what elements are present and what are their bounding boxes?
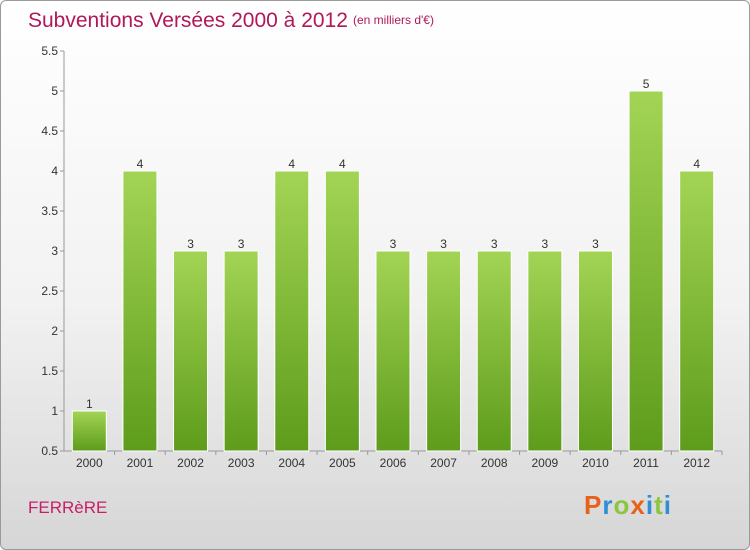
- x-tick-label: 2011: [633, 456, 659, 470]
- bar: [173, 250, 209, 452]
- x-tick-label: 2009: [531, 456, 558, 470]
- x-tick-label: 2001: [127, 456, 154, 470]
- data-label: 3: [390, 237, 397, 251]
- data-label: 3: [187, 237, 194, 251]
- data-label: 4: [137, 157, 144, 171]
- bar: [628, 90, 664, 452]
- bar: [324, 170, 360, 452]
- x-tick-label: 2012: [683, 456, 710, 470]
- x-tick-label: 2005: [329, 456, 356, 470]
- x-tick-label: 2003: [228, 456, 255, 470]
- y-tick-label: 3.5: [41, 204, 58, 218]
- y-tick-label: 1: [51, 404, 58, 418]
- logo-letter: t: [654, 490, 664, 520]
- y-tick-label: 0.5: [41, 444, 58, 458]
- bar: [122, 170, 158, 452]
- y-tick-label: 3: [51, 244, 58, 258]
- bar: [426, 250, 462, 452]
- y-tick-label: 2: [51, 324, 58, 338]
- logo-letter: i: [663, 490, 672, 520]
- data-label: 5: [643, 77, 650, 91]
- data-label: 4: [693, 157, 700, 171]
- bar: [679, 170, 715, 452]
- data-label: 3: [440, 237, 447, 251]
- commune-name: FERRèRE: [28, 498, 108, 517]
- data-label: 3: [491, 237, 498, 251]
- data-label: 4: [339, 157, 346, 171]
- bar: [274, 170, 310, 452]
- logo-letter: r: [602, 490, 614, 520]
- y-tick-label: 5: [51, 84, 58, 98]
- logo-letter: i: [645, 490, 655, 520]
- chart-subtitle: (en milliers d'€): [353, 13, 434, 27]
- y-tick-label: 4: [51, 164, 58, 178]
- proxiti-logo[interactable]: Proxiti: [584, 490, 672, 521]
- bar: [577, 250, 613, 452]
- y-tick-label: 4.5: [41, 124, 58, 138]
- bar: [71, 410, 107, 452]
- y-tick-label: 1.5: [41, 364, 58, 378]
- data-label: 1: [86, 397, 93, 411]
- x-tick-label: 2010: [582, 456, 609, 470]
- x-tick-label: 2008: [481, 456, 508, 470]
- data-label: 3: [592, 237, 599, 251]
- logo-letter: o: [613, 490, 631, 520]
- x-tick-label: 2007: [430, 456, 457, 470]
- bar: [476, 250, 512, 452]
- x-tick-label: 2004: [278, 456, 305, 470]
- bar: [375, 250, 411, 452]
- data-label: 3: [542, 237, 549, 251]
- y-tick-label: 2.5: [41, 284, 58, 298]
- logo-letter: P: [584, 490, 603, 520]
- x-tick-label: 2000: [76, 456, 103, 470]
- bar: [527, 250, 563, 452]
- bar: [223, 250, 259, 452]
- logo-letter: x: [630, 490, 646, 520]
- x-tick-label: 2006: [380, 456, 407, 470]
- data-label: 3: [238, 237, 245, 251]
- data-label: 4: [288, 157, 295, 171]
- x-tick-label: 2002: [177, 456, 204, 470]
- y-tick-label: 5.5: [41, 44, 58, 58]
- chart-title: Subventions Versées 2000 à 2012: [28, 9, 348, 32]
